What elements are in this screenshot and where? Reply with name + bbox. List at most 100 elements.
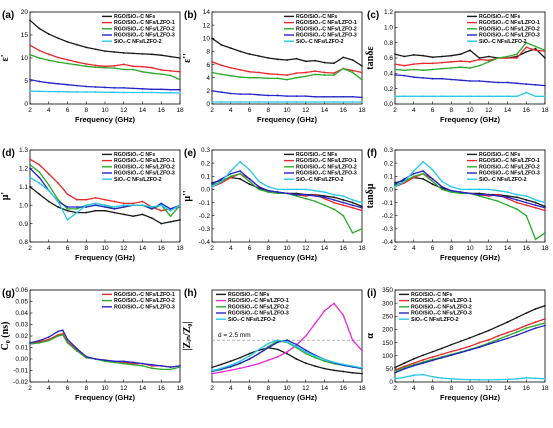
data-point <box>75 206 78 208</box>
x-tick-label: 18 <box>358 245 366 252</box>
x-tick-label: 8 <box>449 107 453 114</box>
data-point <box>257 93 260 96</box>
data-point <box>544 57 546 59</box>
data-point <box>304 71 307 74</box>
data-point <box>323 71 326 74</box>
data-point <box>323 196 326 199</box>
data-point <box>440 67 443 70</box>
x-tick-label: 10 <box>101 245 109 252</box>
data-point <box>75 84 78 87</box>
legend-entry: RGO/SiO₂-C NFs/LZFO-3 <box>479 171 540 177</box>
data-point <box>276 192 279 195</box>
data-point <box>57 200 60 203</box>
data-point <box>403 366 406 369</box>
data-point <box>179 57 181 59</box>
x-axis-label: Frequency (GHz) <box>440 393 501 402</box>
data-point <box>459 348 462 351</box>
x-axis-label: Frequency (GHz) <box>75 115 136 124</box>
data-point <box>75 347 78 350</box>
data-point <box>506 378 509 381</box>
data-point <box>29 78 31 81</box>
y-tick-label: 0.01 <box>15 345 28 352</box>
data-point <box>332 101 335 103</box>
data-point <box>412 374 415 377</box>
data-point <box>412 172 415 175</box>
data-point <box>478 58 481 61</box>
data-point <box>534 201 537 204</box>
data-point <box>497 57 500 59</box>
data-point <box>351 95 354 98</box>
y-tick-label: 10 <box>21 55 29 62</box>
data-point <box>534 199 537 201</box>
data-point <box>304 101 307 103</box>
data-point <box>248 53 251 55</box>
data-point <box>141 91 144 94</box>
data-point <box>351 371 354 374</box>
x-tick-label: 18 <box>176 107 184 114</box>
data-point <box>66 41 69 43</box>
x-tick-label: 6 <box>431 245 435 252</box>
data-point <box>113 211 116 214</box>
data-point <box>314 95 317 98</box>
data-point <box>361 206 363 209</box>
data-point <box>332 72 335 75</box>
x-tick-label: 14 <box>139 245 147 252</box>
data-point <box>450 60 453 63</box>
data-point <box>66 219 69 221</box>
x-tick-label: 18 <box>541 385 549 392</box>
data-point <box>267 346 270 349</box>
data-point <box>248 70 251 73</box>
x-tick-label: 6 <box>248 107 252 114</box>
data-point <box>295 95 298 98</box>
data-point <box>440 377 443 379</box>
data-point <box>239 360 242 362</box>
data-point <box>450 377 453 380</box>
x-tick-label: 14 <box>321 107 329 114</box>
data-point <box>304 335 307 337</box>
panel-label: (b) <box>184 10 197 21</box>
data-point <box>469 60 471 63</box>
data-point <box>534 45 537 48</box>
data-point <box>104 50 106 52</box>
data-point <box>257 71 260 74</box>
data-point <box>276 94 279 97</box>
data-point <box>506 334 509 337</box>
y-tick-label: 200 <box>382 327 393 334</box>
x-tick-label: 16 <box>523 107 531 114</box>
data-point <box>286 78 288 81</box>
data-point <box>169 368 172 371</box>
data-point <box>431 168 434 171</box>
legend-entry: RGO/SiO₂-C NFs <box>296 14 337 20</box>
legend-entry: RGO/SiO₂-C NFs/LZFO-2 <box>296 26 357 32</box>
data-point <box>440 55 443 58</box>
data-point <box>394 53 396 56</box>
data-point <box>38 49 41 52</box>
data-point <box>459 378 462 381</box>
data-point <box>220 73 223 76</box>
data-point <box>141 70 144 73</box>
y-tick-label: 150 <box>382 340 393 347</box>
data-point <box>267 191 270 193</box>
data-point <box>515 193 518 196</box>
y-tick-label: 0.9 <box>19 221 28 228</box>
data-point <box>94 66 97 69</box>
data-point <box>304 95 307 98</box>
data-point <box>534 321 537 323</box>
data-point <box>29 19 31 22</box>
data-point <box>459 60 462 62</box>
y-tick-label: 20 <box>21 9 29 16</box>
data-point <box>332 95 335 98</box>
legend-entry: RGO/SiO₂-C NFs/LZFO-2 <box>479 164 540 170</box>
data-point <box>75 64 78 66</box>
data-point <box>361 349 363 352</box>
data-point <box>323 360 326 362</box>
series-line <box>212 340 362 373</box>
data-point <box>525 199 528 201</box>
data-point <box>132 68 135 71</box>
data-point <box>412 357 415 360</box>
data-point <box>239 170 242 172</box>
y-tick-label: 0.1 <box>201 173 210 180</box>
x-tick-label: 14 <box>139 107 147 114</box>
y-tick-label: -0.2 <box>382 213 394 220</box>
data-point <box>75 211 78 214</box>
